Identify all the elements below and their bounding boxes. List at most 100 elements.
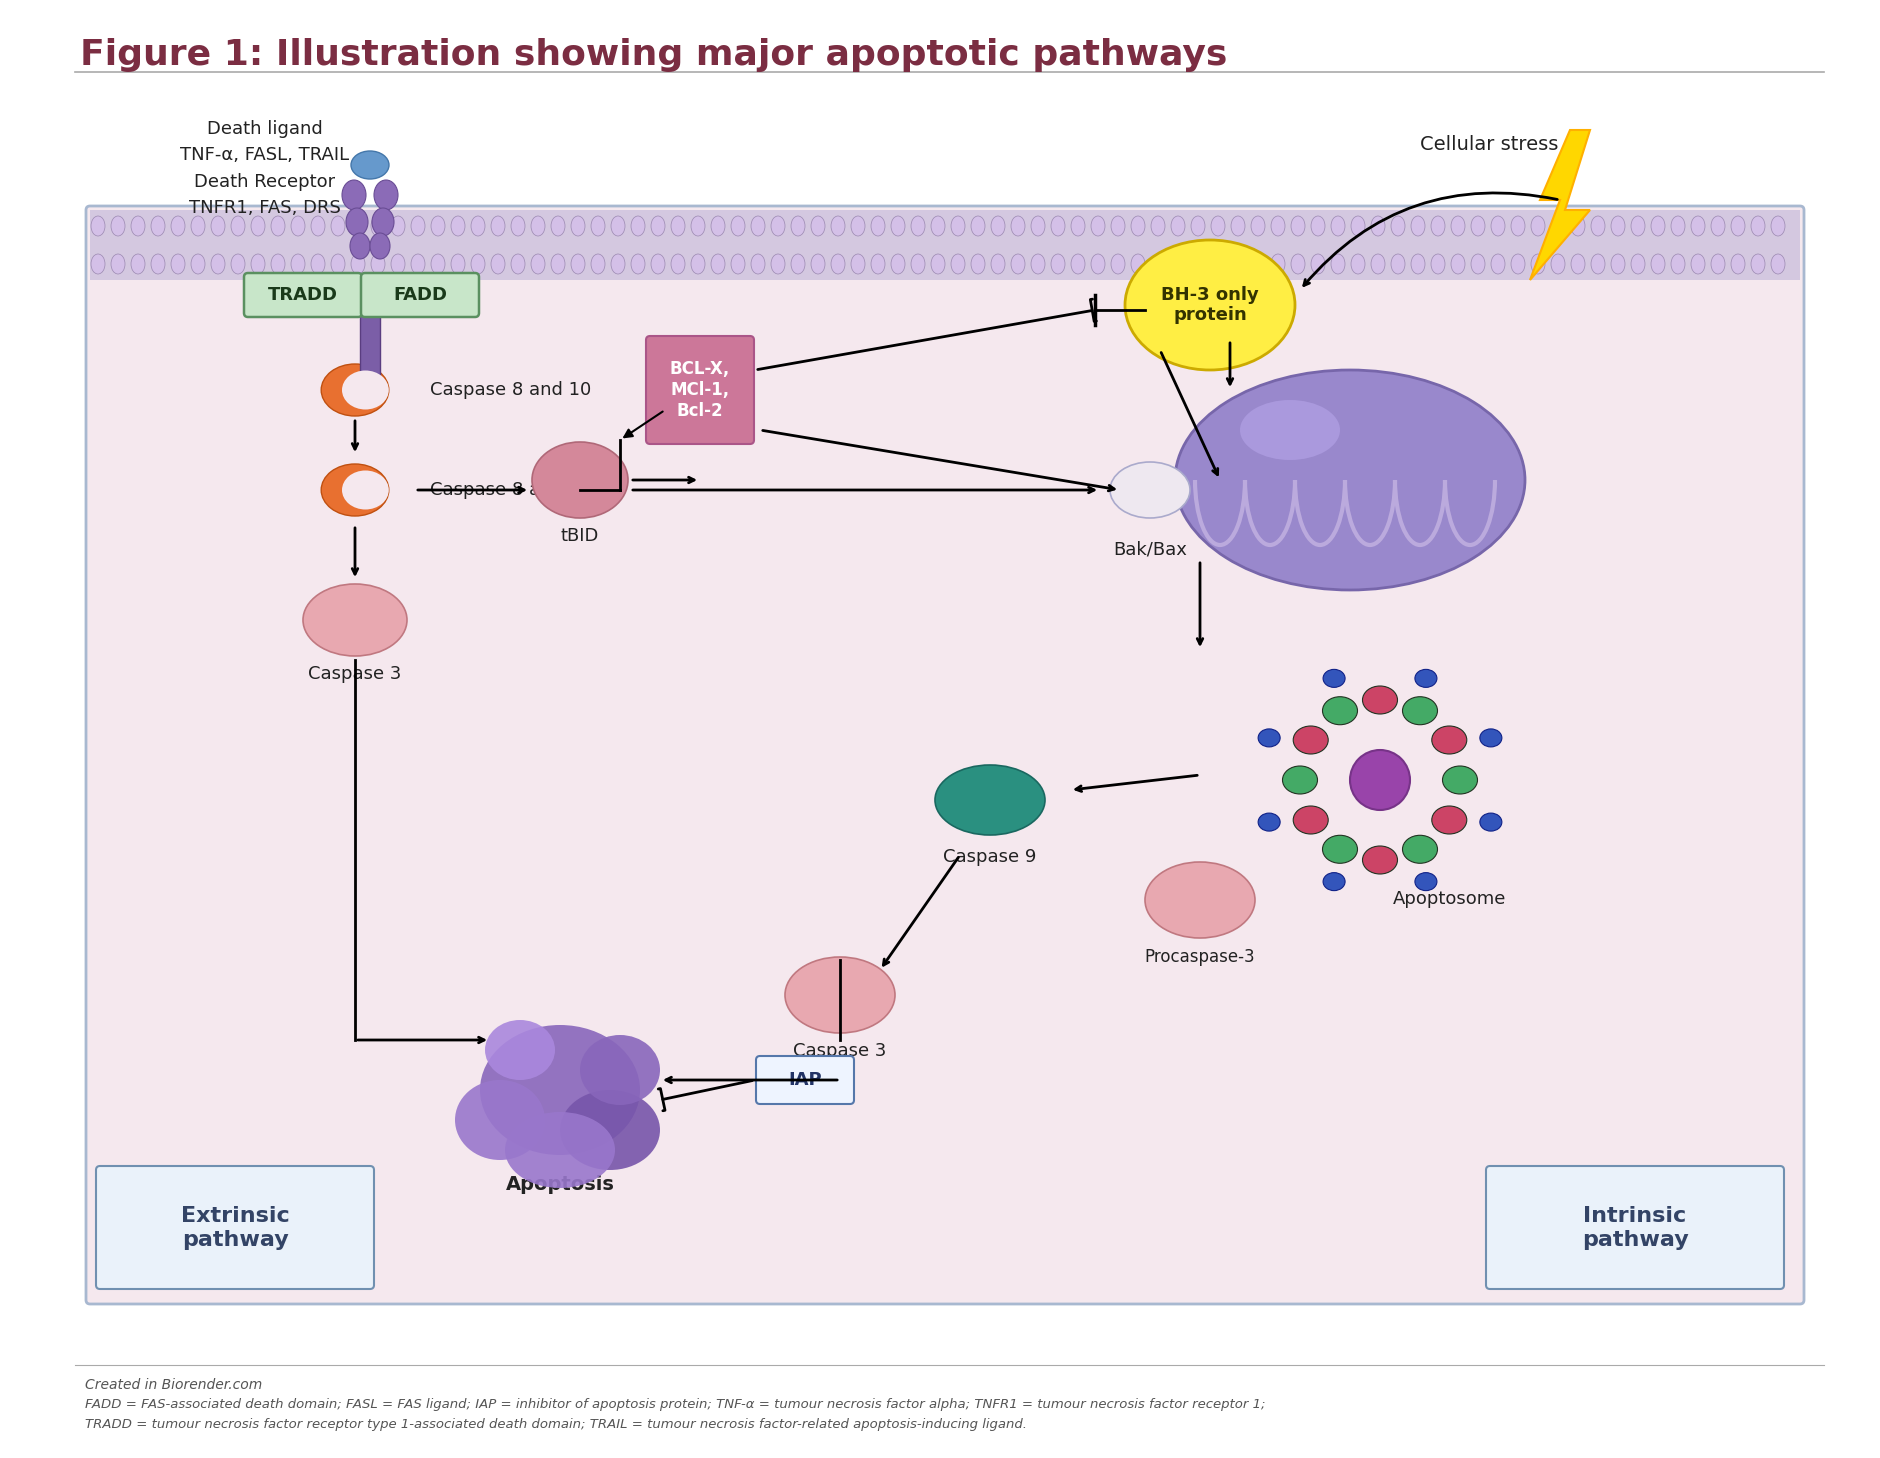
- Ellipse shape: [731, 216, 744, 236]
- Ellipse shape: [346, 208, 368, 236]
- Ellipse shape: [1651, 216, 1666, 236]
- Ellipse shape: [1480, 814, 1502, 831]
- Ellipse shape: [1632, 254, 1645, 274]
- Ellipse shape: [340, 278, 355, 292]
- Ellipse shape: [132, 216, 145, 236]
- Ellipse shape: [491, 216, 506, 236]
- Text: Apoptosis: Apoptosis: [506, 1175, 615, 1194]
- Ellipse shape: [352, 254, 365, 274]
- Ellipse shape: [711, 254, 726, 274]
- Ellipse shape: [291, 254, 305, 274]
- Ellipse shape: [870, 254, 885, 274]
- Text: Procaspase-3: Procaspase-3: [1145, 948, 1256, 967]
- Ellipse shape: [1512, 216, 1525, 236]
- Ellipse shape: [412, 216, 425, 236]
- Ellipse shape: [412, 254, 425, 274]
- Ellipse shape: [1231, 254, 1245, 274]
- Ellipse shape: [1132, 216, 1145, 236]
- Ellipse shape: [391, 254, 404, 274]
- FancyBboxPatch shape: [244, 273, 363, 316]
- Text: Created in Biorender.com: Created in Biorender.com: [85, 1378, 261, 1392]
- Ellipse shape: [1431, 216, 1446, 236]
- Ellipse shape: [1145, 862, 1256, 937]
- Ellipse shape: [1292, 216, 1305, 236]
- Ellipse shape: [1632, 216, 1645, 236]
- Ellipse shape: [692, 254, 705, 274]
- Ellipse shape: [991, 254, 1006, 274]
- Ellipse shape: [231, 254, 244, 274]
- Ellipse shape: [1171, 216, 1184, 236]
- Ellipse shape: [1433, 806, 1466, 834]
- Ellipse shape: [391, 216, 404, 236]
- Ellipse shape: [810, 216, 825, 236]
- Ellipse shape: [1331, 216, 1344, 236]
- Ellipse shape: [852, 254, 865, 274]
- Ellipse shape: [611, 216, 624, 236]
- Ellipse shape: [1282, 765, 1318, 795]
- Text: Caspase 3: Caspase 3: [308, 665, 402, 682]
- FancyBboxPatch shape: [96, 1166, 374, 1289]
- Ellipse shape: [1491, 254, 1506, 274]
- Ellipse shape: [590, 254, 605, 274]
- Ellipse shape: [931, 216, 946, 236]
- Ellipse shape: [771, 216, 786, 236]
- Ellipse shape: [1030, 216, 1045, 236]
- Ellipse shape: [1171, 254, 1184, 274]
- Ellipse shape: [671, 216, 684, 236]
- Ellipse shape: [1470, 254, 1485, 274]
- Ellipse shape: [1690, 216, 1705, 236]
- Ellipse shape: [692, 216, 705, 236]
- Ellipse shape: [970, 216, 985, 236]
- Text: Caspase 8 and 10: Caspase 8 and 10: [431, 381, 590, 399]
- Ellipse shape: [132, 254, 145, 274]
- FancyBboxPatch shape: [1485, 1166, 1784, 1289]
- Ellipse shape: [150, 254, 165, 274]
- Ellipse shape: [374, 179, 399, 210]
- Ellipse shape: [786, 956, 895, 1034]
- Ellipse shape: [352, 152, 389, 179]
- Ellipse shape: [491, 254, 506, 274]
- Ellipse shape: [1416, 669, 1436, 687]
- Ellipse shape: [1292, 254, 1305, 274]
- FancyBboxPatch shape: [647, 335, 754, 445]
- Ellipse shape: [352, 273, 365, 287]
- Ellipse shape: [90, 254, 105, 274]
- Ellipse shape: [1352, 254, 1365, 274]
- Ellipse shape: [1690, 254, 1705, 274]
- Ellipse shape: [472, 216, 485, 236]
- Ellipse shape: [1231, 216, 1245, 236]
- Ellipse shape: [231, 216, 244, 236]
- Text: TRADD: TRADD: [269, 286, 338, 305]
- Ellipse shape: [485, 1021, 555, 1080]
- Ellipse shape: [1090, 254, 1105, 274]
- Text: FADD: FADD: [393, 286, 447, 305]
- Ellipse shape: [1111, 216, 1124, 236]
- Ellipse shape: [791, 254, 805, 274]
- Ellipse shape: [1611, 254, 1624, 274]
- Ellipse shape: [951, 254, 964, 274]
- Ellipse shape: [1175, 370, 1525, 590]
- Ellipse shape: [1433, 726, 1466, 754]
- Text: Bak/Bax: Bak/Bax: [1113, 539, 1186, 558]
- Ellipse shape: [1671, 254, 1684, 274]
- Ellipse shape: [479, 1025, 639, 1155]
- Ellipse shape: [1192, 254, 1205, 274]
- Text: Extrinsic
pathway: Extrinsic pathway: [180, 1206, 290, 1250]
- Ellipse shape: [331, 216, 346, 236]
- Ellipse shape: [1310, 254, 1325, 274]
- Ellipse shape: [532, 442, 628, 518]
- Ellipse shape: [1192, 216, 1205, 236]
- Ellipse shape: [1530, 216, 1545, 236]
- Text: Caspase 3: Caspase 3: [793, 1042, 887, 1060]
- Ellipse shape: [1011, 216, 1025, 236]
- Ellipse shape: [370, 233, 389, 260]
- Ellipse shape: [1551, 254, 1564, 274]
- Ellipse shape: [1258, 729, 1280, 746]
- Ellipse shape: [1572, 254, 1585, 274]
- Ellipse shape: [590, 216, 605, 236]
- Ellipse shape: [1416, 873, 1436, 891]
- Ellipse shape: [831, 216, 844, 236]
- Ellipse shape: [632, 216, 645, 236]
- Ellipse shape: [252, 254, 265, 274]
- Ellipse shape: [1072, 254, 1085, 274]
